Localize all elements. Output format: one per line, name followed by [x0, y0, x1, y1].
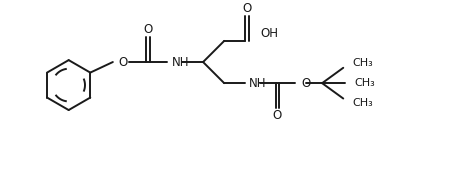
Text: CH₃: CH₃: [355, 78, 376, 88]
Text: O: O: [301, 77, 310, 90]
Text: OH: OH: [261, 27, 278, 40]
Text: O: O: [242, 2, 251, 15]
Text: NH: NH: [249, 77, 267, 90]
Text: CH₃: CH₃: [353, 98, 374, 108]
Text: O: O: [273, 109, 282, 122]
Text: NH: NH: [172, 55, 190, 68]
Text: O: O: [143, 23, 153, 36]
Text: O: O: [119, 55, 128, 68]
Text: CH₃: CH₃: [353, 58, 374, 68]
